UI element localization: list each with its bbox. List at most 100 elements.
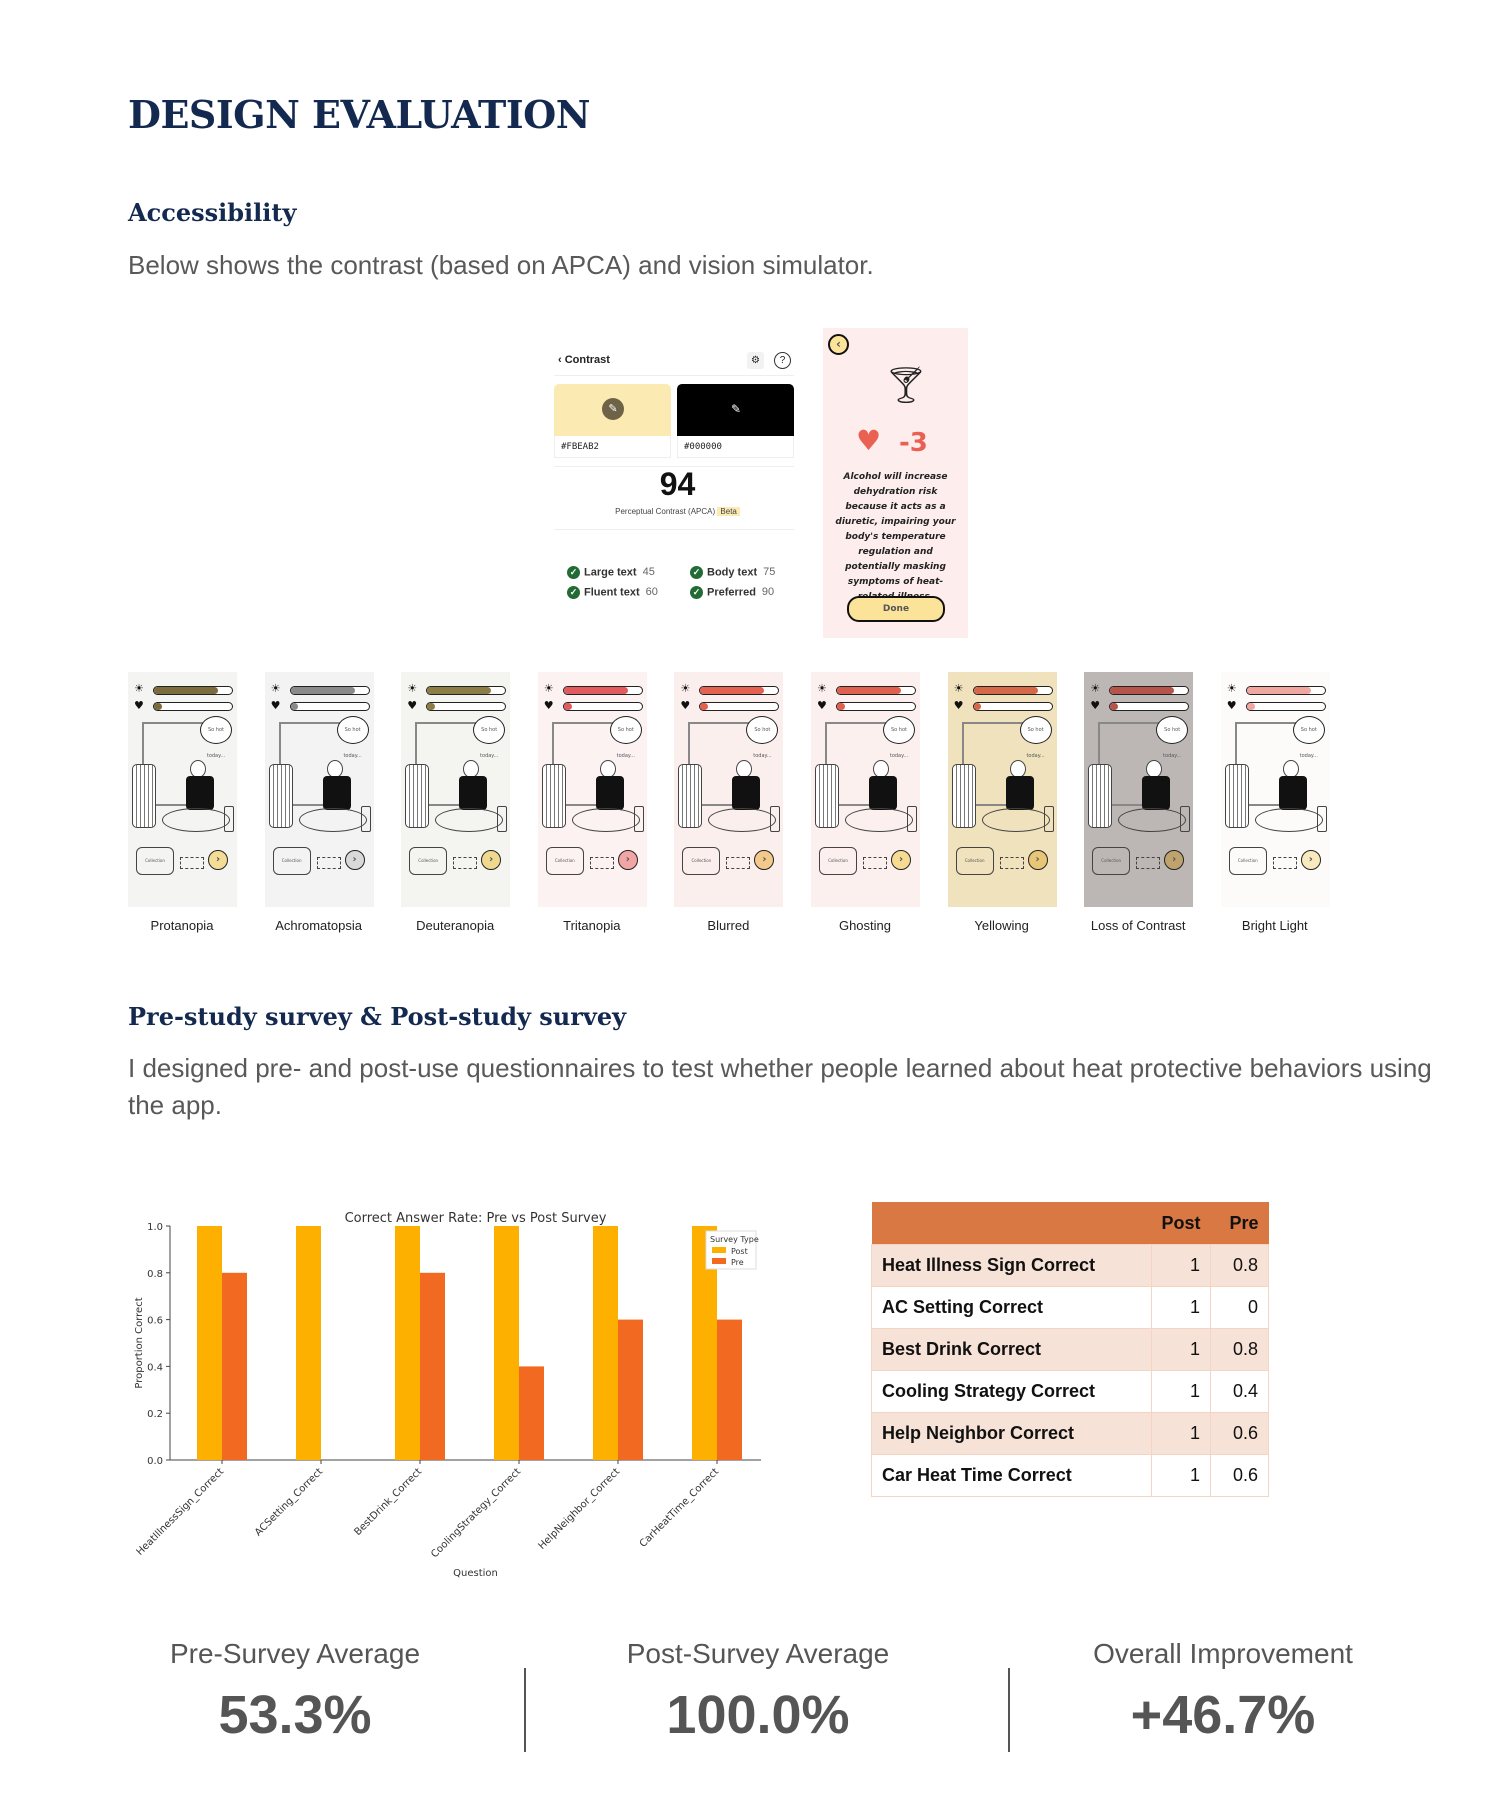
heart-delta: -3 (899, 428, 928, 458)
fan-illustration (1224, 764, 1249, 828)
x-tick-label: ACSetting_Correct (253, 1466, 325, 1538)
pre-cell: 0.8 (1210, 1244, 1269, 1287)
sun-icon: ☀ (1226, 682, 1237, 695)
y-axis-label: Proportion Correct (134, 1297, 145, 1388)
eyedropper-icon[interactable]: ✎ (602, 398, 624, 420)
heat-bar (972, 686, 1053, 695)
vision-sim-label: Tritanopia (563, 918, 621, 933)
person-illustration (322, 776, 351, 810)
settings-sliders-icon[interactable]: ⚙ (747, 352, 764, 369)
next-arrow-icon: › (891, 850, 911, 870)
dog-illustration: Collection (955, 847, 994, 875)
heart-icon: ♥ (543, 699, 554, 712)
background-hex-input[interactable]: #000000 (677, 436, 794, 458)
vision-sim-label: Loss of Contrast (1090, 918, 1186, 933)
vision-sim-label: Ghosting (838, 918, 892, 933)
heat-bar (153, 686, 233, 695)
bar-pre-BestDrink_Correct (420, 1272, 445, 1460)
accessibility-heading: Accessibility (128, 198, 297, 227)
sun-icon: ☀ (543, 682, 554, 695)
heart-icon: ♥ (270, 699, 281, 712)
bar-pre-CarHeatTime_Correct (717, 1319, 742, 1460)
bar-post-BestDrink_Correct (395, 1226, 420, 1460)
help-icon[interactable]: ? (774, 352, 791, 369)
background-swatch[interactable]: ✎ (677, 384, 794, 436)
sun-icon: ☀ (134, 682, 144, 695)
heart-icon: ♥ (680, 699, 691, 712)
y-tick-label: 0.0 (147, 1456, 163, 1467)
bar-post-CoolingStrategy_Correct (494, 1226, 519, 1460)
fan-illustration (1088, 764, 1113, 828)
heat-bar (836, 686, 916, 695)
sun-icon: ☀ (953, 682, 964, 695)
table-row: AC Setting Correct 1 0 (871, 1286, 1269, 1329)
legend-label-pre: Pre (731, 1258, 744, 1267)
x-tick-label: HelpNeighbor_Correct (537, 1466, 623, 1552)
check-icon: ✓ (690, 586, 703, 599)
stat-value: 100.0% (666, 1685, 850, 1745)
sun-icon: ☀ (270, 682, 281, 695)
pre-cell: 0.8 (1210, 1328, 1269, 1371)
fan-illustration (268, 764, 293, 828)
dog-illustration: Collection (819, 847, 857, 875)
heart-icon: ♥ (856, 424, 882, 457)
app-feedback-card: ‹ 🍸︎ ♥ -3 Alcohol will increase dehydrat… (823, 328, 968, 638)
sun-icon: ☀ (817, 682, 827, 695)
next-arrow-icon: › (1164, 850, 1185, 870)
check-fluent-text: ✓ Fluent text 60 (567, 586, 658, 599)
vision-sim-label: Deuteranopia (416, 918, 495, 933)
vision-sim-loss-of-contrast: ☀ ♥ So hot today... Collection › (1084, 672, 1194, 907)
check-preferred: ✓ Preferred 90 (690, 586, 774, 599)
dog-illustration: Collection (682, 847, 721, 875)
eyedropper-icon[interactable]: ✎ (730, 402, 742, 416)
legend-label-post: Post (731, 1247, 748, 1256)
person-illustration (1278, 776, 1307, 810)
fan-illustration (405, 764, 430, 828)
vision-sim-label: Protanopia (150, 918, 214, 933)
sun-icon: ☀ (680, 682, 691, 695)
vision-sim-label: Bright Light (1241, 918, 1308, 933)
chart-title: Correct Answer Rate: Pre vs Post Survey (345, 1211, 607, 1226)
pre-cell: 0.6 (1210, 1412, 1269, 1455)
heart-icon: ♥ (134, 699, 144, 712)
sun-icon: ☀ (407, 682, 418, 695)
post-cell: 1 (1150, 1412, 1212, 1455)
legend-title: Survey Type (710, 1235, 759, 1244)
question-cell: Cooling Strategy Correct (871, 1370, 1152, 1413)
stat-value: +46.7% (1130, 1685, 1316, 1745)
person-illustration (186, 776, 214, 810)
health-bar (289, 702, 370, 711)
y-tick-label: 0.4 (147, 1362, 163, 1373)
contrast-panel: ‹ Contrast ⚙ ? ✎ #FBEAB2 ✎ #000000 94 Pe… (550, 342, 805, 608)
heat-bar (1109, 686, 1190, 695)
y-tick-label: 0.2 (147, 1409, 163, 1420)
survey-description: I designed pre- and post-use questionnai… (128, 1053, 1432, 1120)
check-icon: ✓ (567, 566, 580, 579)
heart-icon: ♥ (817, 699, 827, 712)
heart-icon: ♥ (407, 699, 418, 712)
x-tick-label: CarHeatTime_Correct (638, 1466, 721, 1549)
foreground-swatch[interactable]: ✎ (554, 384, 671, 436)
next-arrow-icon: › (208, 850, 228, 870)
post-cell: 1 (1150, 1244, 1212, 1287)
header-blank (871, 1202, 1152, 1245)
health-bar (562, 702, 643, 711)
next-arrow-icon: › (1027, 850, 1048, 870)
person-illustration (459, 776, 488, 810)
bar-pre-HelpNeighbor_Correct (618, 1319, 643, 1460)
legend-swatch-pre (712, 1258, 726, 1264)
pre-cell: 0.6 (1210, 1454, 1269, 1497)
back-arrow-icon[interactable]: ‹ (828, 334, 849, 355)
done-button[interactable]: Done (847, 596, 945, 622)
chevron-left-icon: ‹ (558, 354, 565, 366)
score-label: Perceptual Contrast (APCA) (615, 507, 716, 516)
check-icon: ✓ (567, 586, 580, 599)
stat-value: 53.3% (218, 1685, 372, 1745)
contrast-back-button[interactable]: ‹ Contrast (558, 354, 610, 366)
foreground-hex-input[interactable]: #FBEAB2 (554, 436, 671, 458)
vision-sim-achromatopsia: ☀ ♥ So hot today... Collection › (264, 672, 374, 907)
y-tick-label: 0.8 (147, 1269, 163, 1280)
health-bar (153, 702, 233, 711)
bar-post-ACSetting_Correct (296, 1226, 321, 1460)
beta-badge: Beta (717, 507, 740, 516)
